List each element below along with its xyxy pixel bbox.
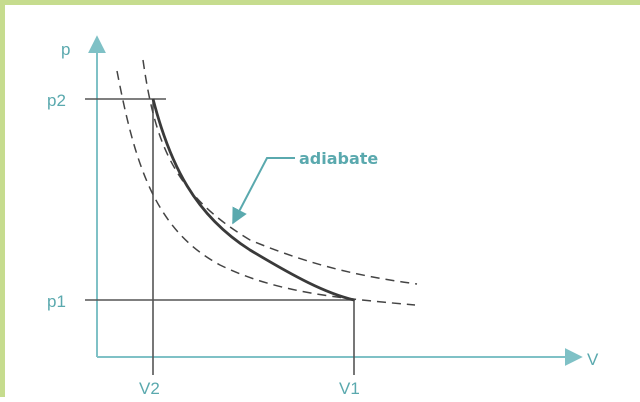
y-axis-label: p: [61, 40, 70, 59]
tick-label-v2: V2: [139, 379, 160, 398]
x-axis-label: V: [587, 350, 599, 369]
tick-label-v1: V1: [339, 379, 360, 398]
adiabate-label: adiabate: [299, 149, 378, 168]
isotherm-curve-dashed: [142, 59, 418, 285]
pv-diagram: p V p2 p1 V2 V1 adiabate: [47, 35, 599, 398]
tick-label-p1: p1: [47, 292, 66, 311]
adiabate-callout-line: [232, 157, 295, 225]
tick-label-p2: p2: [47, 91, 66, 110]
adiabatic-curve: [151, 98, 355, 302]
steep-curve-dashed: [116, 70, 416, 306]
